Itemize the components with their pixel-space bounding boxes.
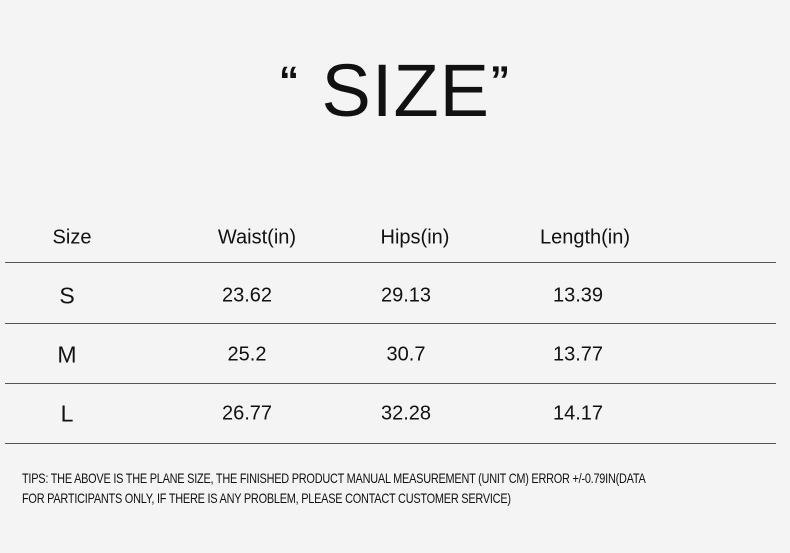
size-cell: M (57, 341, 77, 368)
length-cell: 13.39 (552, 284, 604, 307)
header-size: Size (52, 226, 92, 249)
divider (5, 323, 776, 324)
tips-note: TIPS: THE ABOVE IS THE PLANE SIZE, THE F… (22, 468, 771, 508)
header-waist: Waist(in) (217, 226, 297, 249)
header-length: Length(in) (539, 226, 631, 249)
size-cell: L (60, 400, 74, 427)
page-title: “ SIZE” (0, 36, 790, 136)
size-cell: S (59, 282, 75, 309)
title-text: SIZE (321, 49, 491, 132)
waist-cell: 23.62 (221, 284, 273, 307)
divider (5, 262, 776, 263)
tips-line-2: FOR PARTICIPANTS ONLY, IF THERE IS ANY P… (22, 490, 511, 506)
hips-cell: 32.28 (380, 402, 432, 425)
waist-cell: 26.77 (221, 402, 273, 425)
waist-cell: 25.2 (227, 343, 267, 366)
hips-cell: 29.13 (380, 284, 432, 307)
length-cell: 14.17 (552, 402, 604, 425)
close-quote: ” (490, 59, 512, 103)
hips-cell: 30.7 (386, 343, 426, 366)
divider (5, 383, 776, 384)
open-quote: “ (278, 59, 300, 103)
length-cell: 13.77 (552, 343, 604, 366)
tips-line-1: TIPS: THE ABOVE IS THE PLANE SIZE, THE F… (22, 470, 646, 486)
header-hips: Hips(in) (380, 226, 450, 249)
divider (5, 443, 776, 444)
